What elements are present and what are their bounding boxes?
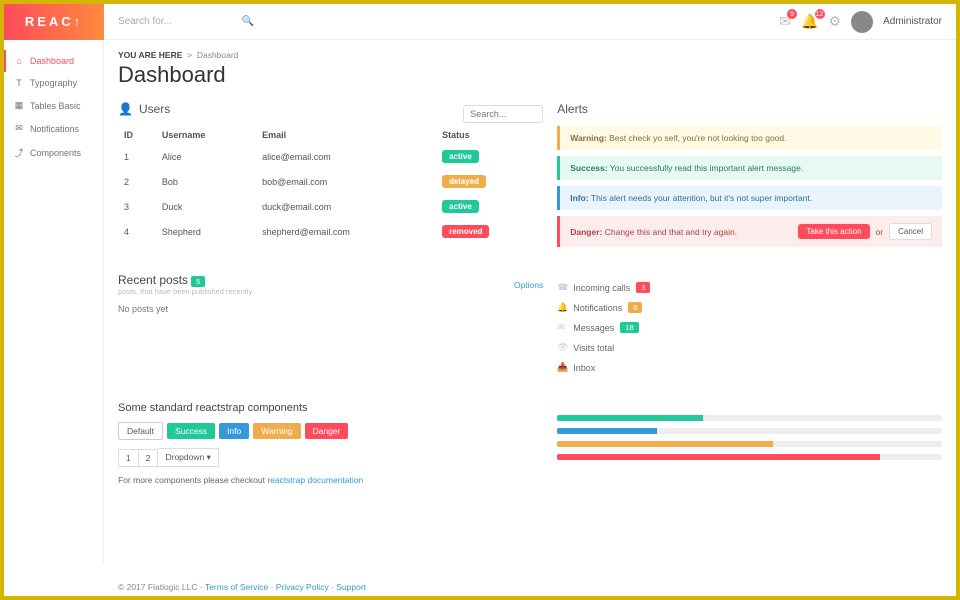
global-search[interactable]: Search for... 🔍 bbox=[104, 16, 264, 27]
stat-icon: 🔔 bbox=[557, 302, 567, 313]
stat-icon: ✉ bbox=[557, 322, 567, 333]
table-row[interactable]: 4Shepherdshepherd@email.comremoved bbox=[118, 219, 543, 244]
tag-warning[interactable]: Warning bbox=[253, 423, 300, 439]
sidebar-icon: ▦ bbox=[14, 100, 24, 111]
progress-card bbox=[557, 402, 942, 485]
footer-link[interactable]: Terms of Service bbox=[205, 582, 268, 592]
status-badge: active bbox=[442, 150, 479, 163]
sidebar-item-notifications[interactable]: ✉ Notifications bbox=[4, 117, 103, 140]
pager[interactable]: 12Dropdown ▾ bbox=[118, 448, 543, 467]
users-col-username: Username bbox=[156, 126, 256, 144]
stats-card: ☎Incoming calls3 🔔Notifications6 ✉Messages… bbox=[557, 273, 942, 382]
gear-icon[interactable]: ⚙ bbox=[829, 13, 842, 30]
mail-icon[interactable]: ✉9 bbox=[779, 13, 791, 30]
pager-item[interactable]: 1 bbox=[118, 449, 139, 467]
posts-subtitle: posts, that have been published recently bbox=[118, 287, 252, 296]
table-row[interactable]: 1Alicealice@email.comactive bbox=[118, 144, 543, 169]
footer-link[interactable]: Privacy Policy bbox=[276, 582, 329, 592]
topbar: REAC↑ Search for... 🔍 ✉9 🔔12 ⚙ Administr… bbox=[4, 4, 956, 40]
sidebar-item-label: Components bbox=[30, 148, 81, 158]
docs-link[interactable]: reactstrap documentation bbox=[267, 475, 363, 485]
tag-info[interactable]: Info bbox=[219, 423, 249, 439]
sidebar-item-typography[interactable]: T Typography bbox=[4, 72, 103, 94]
sidebar-item-components[interactable]: ⤴ Components bbox=[4, 140, 103, 165]
sidebar: ⌂ Dashboard T Typography ▦ Tables Basic ✉ Notif… bbox=[4, 40, 104, 564]
stat-icon: 👁 bbox=[557, 342, 567, 353]
stat-badge: 18 bbox=[620, 322, 638, 333]
alert-warning: Warning: Best check yo self, you're not … bbox=[557, 126, 942, 150]
components-title: Some standard reactstrap components bbox=[118, 402, 543, 414]
users-col-id: ID bbox=[118, 126, 156, 144]
progress-bar bbox=[557, 415, 942, 421]
stat-notifications[interactable]: 🔔Notifications6 bbox=[557, 302, 942, 313]
stat-badge: 3 bbox=[636, 282, 650, 293]
tag-danger[interactable]: Danger bbox=[305, 423, 349, 439]
users-col-status: Status bbox=[436, 126, 543, 144]
alert-success: Success: You successfully read this impo… bbox=[557, 156, 942, 180]
sidebar-icon: T bbox=[14, 78, 24, 88]
sidebar-item-dashboard[interactable]: ⌂ Dashboard bbox=[4, 50, 103, 72]
sidebar-item-label: Typography bbox=[30, 78, 77, 88]
stat-icon: ☎ bbox=[557, 282, 567, 293]
page-title: Dashboard bbox=[118, 62, 942, 88]
progress-bar bbox=[557, 454, 942, 460]
alerts-card: Alerts Warning: Best check yo self, you'… bbox=[557, 102, 942, 253]
sidebar-item-label: Notifications bbox=[30, 124, 79, 134]
status-badge: active bbox=[442, 200, 479, 213]
posts-count-badge: 5 bbox=[191, 276, 205, 287]
table-row[interactable]: 2Bobbob@email.comdelayed bbox=[118, 169, 543, 194]
posts-title: Recent posts bbox=[118, 273, 188, 287]
alert-info: Info: This alert needs your attention, b… bbox=[557, 186, 942, 210]
sidebar-item-label: Tables Basic bbox=[30, 101, 81, 111]
tag-default[interactable]: Default bbox=[118, 422, 163, 440]
bell-icon[interactable]: 🔔12 bbox=[801, 13, 818, 30]
components-more: For more components please checkout reac… bbox=[118, 475, 543, 485]
content: YOU ARE HERE > Dashboard Dashboard 👤User… bbox=[104, 40, 956, 564]
alerts-title: Alerts bbox=[557, 102, 942, 116]
recent-posts-card: Recent posts 5 posts, that have been pub… bbox=[118, 273, 543, 382]
search-placeholder: Search for... bbox=[118, 16, 172, 27]
alert-danger: Danger: Change this and that and try aga… bbox=[557, 216, 942, 247]
users-card: 👤Users IDUsernameEmailStatus 1Alicealice… bbox=[118, 102, 543, 253]
sidebar-icon: ⌂ bbox=[14, 56, 24, 66]
sidebar-icon: ✉ bbox=[14, 123, 24, 134]
users-title: 👤Users bbox=[118, 102, 170, 116]
sidebar-item-tables-basic[interactable]: ▦ Tables Basic bbox=[4, 94, 103, 117]
progress-bar bbox=[557, 428, 942, 434]
breadcrumb: YOU ARE HERE > Dashboard bbox=[118, 50, 942, 60]
search-icon[interactable]: 🔍 bbox=[242, 16, 254, 27]
pager-item[interactable]: 2 bbox=[139, 449, 159, 467]
user-icon: 👤 bbox=[118, 102, 133, 116]
stat-messages[interactable]: ✉Messages18 bbox=[557, 322, 942, 333]
components-card: Some standard reactstrap components Defa… bbox=[118, 402, 543, 485]
status-badge: removed bbox=[442, 225, 489, 238]
stat-visits-total[interactable]: 👁Visits total bbox=[557, 342, 942, 353]
sidebar-icon: ⤴ bbox=[14, 146, 24, 159]
users-col-email: Email bbox=[256, 126, 436, 144]
users-table: IDUsernameEmailStatus 1Alicealice@email.… bbox=[118, 126, 543, 244]
pager-item[interactable]: Dropdown ▾ bbox=[158, 448, 218, 467]
status-badge: delayed bbox=[442, 175, 486, 188]
brand-logo[interactable]: REAC↑ bbox=[4, 4, 104, 40]
footer: © 2017 Flatlogic LLC · Terms of Service … bbox=[118, 582, 366, 592]
stat-badge: 6 bbox=[628, 302, 642, 313]
avatar[interactable] bbox=[851, 11, 873, 33]
alert-action-button[interactable]: Take this action bbox=[798, 224, 869, 239]
user-label[interactable]: Administrator bbox=[883, 16, 942, 27]
users-search-input[interactable] bbox=[463, 105, 543, 123]
sidebar-item-label: Dashboard bbox=[30, 56, 74, 66]
posts-empty: No posts yet bbox=[118, 304, 543, 314]
posts-options-link[interactable]: Options bbox=[514, 280, 543, 290]
tag-success[interactable]: Success bbox=[167, 423, 215, 439]
footer-link[interactable]: Support bbox=[336, 582, 366, 592]
progress-bar bbox=[557, 441, 942, 447]
alert-cancel-button[interactable]: Cancel bbox=[889, 223, 932, 240]
stat-icon: 📥 bbox=[557, 362, 567, 373]
stat-incoming-calls[interactable]: ☎Incoming calls3 bbox=[557, 282, 942, 293]
table-row[interactable]: 3Duckduck@email.comactive bbox=[118, 194, 543, 219]
stat-inbox[interactable]: 📥Inbox bbox=[557, 362, 942, 373]
